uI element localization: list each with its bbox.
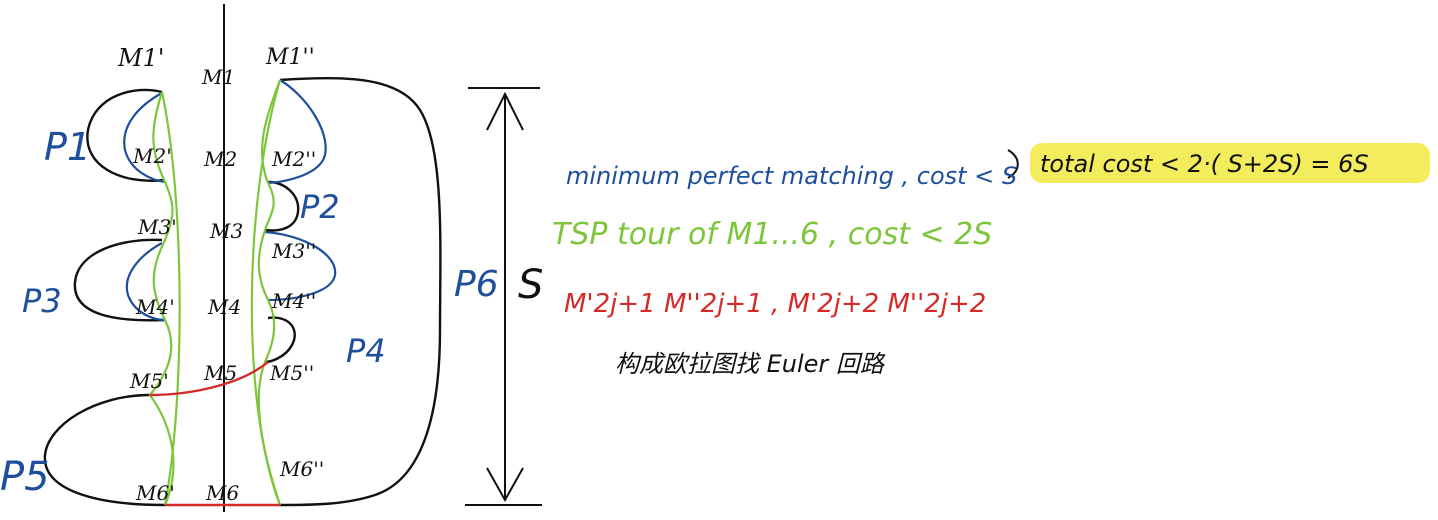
matching-right-1: [267, 79, 327, 185]
total-highlight: [1030, 143, 1430, 183]
note-euler: 构成欧拉图找 Euler 回路: [615, 350, 886, 378]
node-m2: M2: [203, 147, 237, 171]
label-p2: P2: [300, 188, 340, 226]
note-red-edges: M'2j+1 M''2j+1 , M'2j+2 M''2j+2: [564, 289, 986, 319]
node-m6-double: M6'': [279, 457, 324, 481]
path-p2-curve: [264, 180, 300, 232]
matching-right-2: [264, 230, 337, 302]
matching-left-1: [123, 92, 166, 184]
note-tsp: TSP tour of M1...6 , cost < 2S: [552, 217, 992, 252]
node-m1-prime: M1': [117, 44, 164, 72]
label-p5: P5: [0, 454, 50, 500]
node-m6: M6: [205, 481, 239, 505]
path-p4-lower-curve: [264, 316, 296, 364]
total-brace: [1007, 149, 1019, 179]
path-p3-curve: [73, 238, 166, 322]
node-m4-prime: M4': [135, 295, 175, 319]
node-m5-double: M5'': [269, 361, 314, 385]
measure-arrow-down: [486, 467, 524, 503]
path-p1-curve: [86, 88, 166, 182]
label-s: S: [518, 262, 543, 308]
tsp-right-short: [257, 79, 282, 506]
tsp-left-short: [148, 91, 175, 506]
label-p6: P6: [454, 264, 499, 305]
red-edge-upper: [149, 361, 269, 397]
node-m6-prime: M6': [135, 481, 175, 505]
path-p6-big-curve: [279, 76, 442, 507]
node-m4-double: M4'': [271, 289, 316, 313]
node-m3-double: M3'': [271, 239, 316, 263]
node-m3-prime: M3': [137, 215, 177, 239]
node-m1: M1: [201, 65, 235, 89]
node-m3: M3: [209, 219, 243, 243]
node-m4: M4: [207, 295, 241, 319]
label-p4: P4: [346, 332, 386, 370]
note-total: total cost < 2·( S+2S) = 6S: [1040, 150, 1369, 178]
matching-left-2: [125, 242, 166, 322]
node-m5-prime: M5': [129, 369, 169, 393]
label-p1: P1: [44, 125, 91, 169]
label-p3: P3: [22, 282, 62, 320]
measure-arrow-up: [486, 91, 524, 131]
path-p5-curve: [43, 393, 166, 507]
node-m5: M5: [203, 361, 237, 385]
node-m1-double: M1'': [265, 45, 315, 70]
note-matching: minimum perfect matching , cost < S: [566, 162, 1017, 190]
node-m2-prime: M2': [132, 144, 172, 168]
tsp-left-long: [160, 91, 181, 506]
node-m2-double: M2'': [271, 147, 316, 171]
